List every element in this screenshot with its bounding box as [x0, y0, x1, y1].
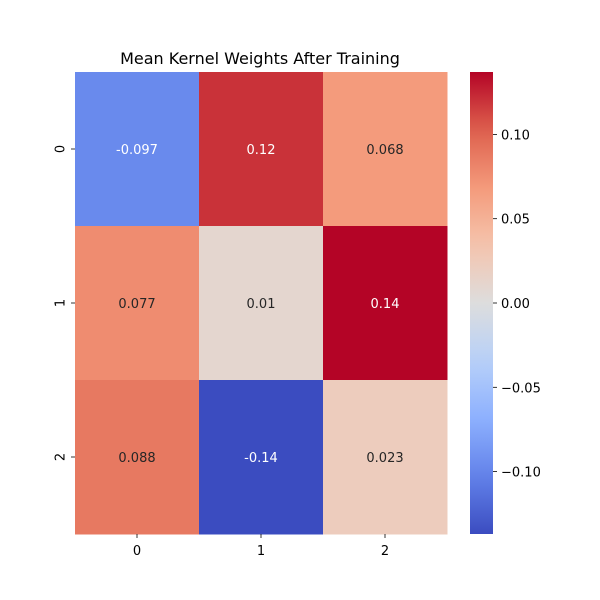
cell-value-label-2-1: -0.14 — [244, 451, 278, 466]
cell-value-label-0-0: -0.097 — [116, 143, 158, 158]
cell-value-label-1-1: 0.01 — [247, 297, 276, 312]
x-tick-label-2: 2 — [381, 544, 389, 559]
cell-value-label-1-0: 0.077 — [118, 297, 155, 312]
heatmap-cell-1-2 — [323, 226, 448, 381]
heatmap-cells — [75, 72, 448, 535]
cell-value-label-0-1: 0.12 — [247, 143, 276, 158]
cell-value-label-1-2: 0.14 — [371, 297, 400, 312]
colorbar-tick-label-4: −0.10 — [501, 466, 541, 481]
chart-title: Mean Kernel Weights After Training — [120, 49, 400, 68]
heatmap-cell-0-1 — [199, 72, 324, 227]
y-tick-label-1: 1 — [54, 299, 69, 307]
y-tick-label-2: 2 — [54, 453, 69, 461]
y-axis: 0 1 2 — [54, 145, 75, 461]
heatmap-cell-2-0 — [75, 380, 200, 535]
heatmap-cell-0-0 — [75, 72, 200, 227]
colorbar-tick-label-1: 0.05 — [501, 213, 530, 228]
heatmap-cell-0-2 — [323, 72, 448, 227]
cell-value-label-0-2: 0.068 — [366, 143, 403, 158]
x-tick-label-0: 0 — [133, 544, 141, 559]
x-axis: 0 1 2 — [133, 534, 389, 559]
cell-value-label-2-2: 0.023 — [366, 451, 403, 466]
cell-value-label-2-0: 0.088 — [118, 451, 155, 466]
heatmap-cell-2-1 — [199, 380, 324, 535]
colorbar: 0.10 0.05 0.00 −0.05 −0.10 — [470, 72, 541, 534]
colorbar-tick-label-2: 0.00 — [501, 297, 530, 312]
heatmap-cell-1-1 — [199, 226, 324, 381]
y-tick-label-0: 0 — [54, 145, 69, 153]
x-tick-label-1: 1 — [257, 544, 265, 559]
colorbar-tick-label-0: 0.10 — [501, 128, 530, 143]
colorbar-tick-label-3: −0.05 — [501, 381, 541, 396]
colorbar-gradient — [470, 72, 493, 534]
heatmap-cell-2-2 — [323, 380, 448, 535]
heatmap-cell-labels: -0.097 0.12 0.068 0.077 0.01 0.14 0.088 -0.14 0.… — [116, 143, 404, 466]
heatmap-cell-1-0 — [75, 226, 200, 381]
